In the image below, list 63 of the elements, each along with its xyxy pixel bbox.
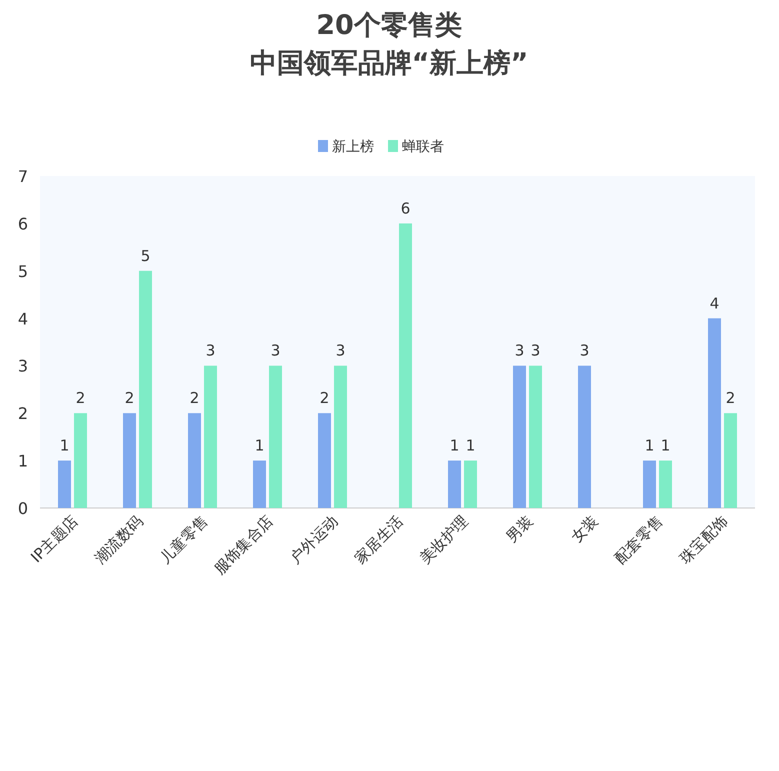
bar	[58, 460, 71, 508]
x-tick-label: 女装	[567, 512, 602, 546]
y-tick-label: 4	[18, 309, 28, 328]
bar	[643, 460, 656, 508]
data-label: 3	[514, 342, 524, 360]
data-label: 3	[530, 342, 540, 360]
x-tick-label: 潮流数码	[91, 512, 146, 568]
data-label: 3	[336, 342, 346, 360]
bar	[123, 413, 136, 508]
chart-subtitle: 中国领军品牌“新上榜”	[250, 48, 528, 79]
y-tick-label: 7	[18, 167, 28, 186]
x-tick-label: 儿童零售	[156, 512, 212, 568]
data-label: 2	[726, 389, 736, 408]
data-label: 1	[254, 436, 264, 455]
x-tick-label: 男装	[502, 512, 536, 546]
bar	[269, 366, 282, 508]
y-tick-label: 6	[18, 214, 28, 234]
data-label: 1	[60, 436, 70, 455]
data-label: 1	[450, 436, 460, 455]
x-tick-label: IP主题店	[27, 512, 82, 566]
data-label: 1	[660, 436, 670, 455]
x-tick-label: 珠宝配饰	[676, 512, 732, 568]
bar	[74, 413, 87, 508]
bar	[659, 460, 672, 508]
data-label: 6	[400, 199, 410, 218]
y-tick-label: 0	[18, 499, 28, 518]
bar	[708, 318, 721, 508]
bar	[188, 413, 201, 508]
bar	[334, 366, 347, 508]
bar	[448, 460, 461, 508]
data-label: 4	[710, 294, 720, 312]
data-label: 3	[580, 342, 590, 360]
bar	[139, 270, 152, 508]
bar	[318, 413, 331, 508]
x-tick-label: 服饰集合店	[210, 512, 276, 578]
chart-title: 20个零售类	[316, 10, 462, 41]
bar	[204, 366, 217, 508]
data-label: 3	[270, 342, 280, 360]
x-tick-label: 家居生活	[351, 512, 406, 568]
bar	[253, 460, 266, 508]
data-label: 2	[124, 389, 134, 408]
bar	[724, 413, 737, 508]
bar	[513, 366, 526, 508]
bar	[399, 223, 412, 508]
y-tick-label: 3	[18, 356, 28, 376]
bar	[464, 460, 477, 508]
data-label: 3	[206, 342, 216, 360]
x-tick-label: 美妆护理	[416, 512, 472, 568]
data-label: 2	[320, 389, 330, 408]
data-label: 5	[140, 246, 150, 265]
data-label: 1	[466, 436, 476, 455]
data-label: 2	[76, 389, 86, 408]
x-tick-label: 户外运动	[286, 512, 342, 568]
data-label: 1	[644, 436, 654, 455]
y-tick-label: 5	[18, 262, 28, 281]
y-tick-label: 2	[18, 404, 28, 424]
data-label: 2	[190, 389, 200, 408]
bar	[529, 366, 542, 508]
legend-label: 新上榜	[332, 139, 374, 155]
bar	[578, 366, 591, 508]
y-tick-label: 1	[18, 452, 28, 471]
x-tick-label: 配套零售	[611, 512, 666, 568]
legend-label: 蝉联者	[402, 139, 444, 155]
